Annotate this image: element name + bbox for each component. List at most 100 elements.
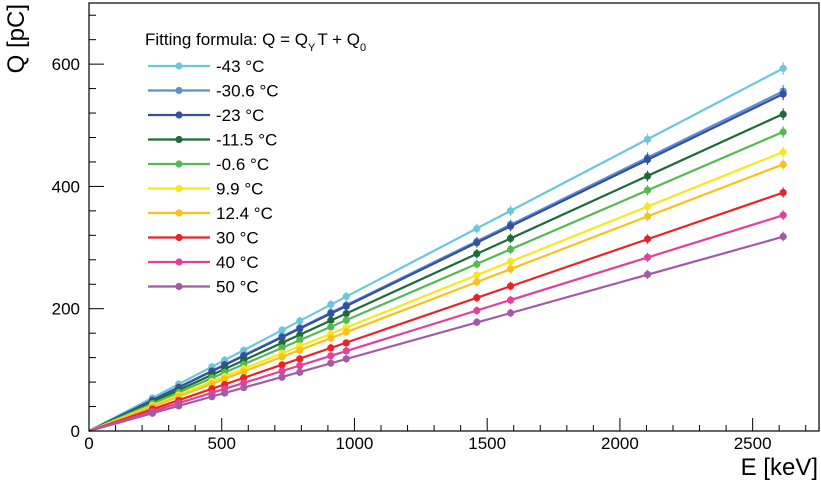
data-point bbox=[296, 336, 304, 344]
data-point bbox=[779, 148, 787, 156]
series bbox=[88, 187, 787, 433]
data-point bbox=[278, 361, 286, 369]
series bbox=[88, 126, 787, 433]
data-point bbox=[342, 339, 350, 347]
data-point bbox=[296, 355, 304, 363]
data-point bbox=[296, 368, 304, 376]
data-point bbox=[506, 234, 515, 242]
fit-line bbox=[88, 191, 784, 433]
data-point bbox=[221, 389, 229, 397]
data-point bbox=[506, 222, 515, 230]
data-point bbox=[779, 110, 787, 118]
data-point bbox=[506, 265, 515, 273]
data-point bbox=[506, 258, 515, 266]
x-tick-label: 500 bbox=[208, 434, 236, 453]
data-point bbox=[473, 294, 481, 302]
legend-label: -30.6 °C bbox=[216, 82, 279, 101]
series bbox=[88, 210, 787, 433]
data-point bbox=[240, 368, 248, 376]
x-tick-label: 2500 bbox=[734, 434, 772, 453]
data-point bbox=[327, 352, 335, 360]
data-point bbox=[643, 135, 652, 143]
data-point bbox=[296, 361, 304, 370]
legend-item: 12.4 °C bbox=[148, 204, 273, 223]
fit-line bbox=[88, 112, 784, 433]
fit-line bbox=[88, 235, 784, 433]
legend-swatch-marker bbox=[175, 111, 183, 119]
plot-frame bbox=[88, 2, 820, 432]
legend-item: 9.9 °C bbox=[148, 180, 263, 199]
data-point bbox=[779, 211, 787, 219]
legend-label: -23 °C bbox=[216, 106, 264, 125]
data-point bbox=[278, 333, 286, 342]
y-tick-label: 400 bbox=[52, 177, 80, 196]
data-point bbox=[278, 373, 286, 381]
fit-line bbox=[88, 163, 784, 433]
data-point bbox=[506, 245, 515, 254]
series bbox=[88, 158, 787, 433]
x-tick-label: 1000 bbox=[336, 434, 374, 453]
data-point bbox=[506, 282, 515, 290]
legend-item: -11.5 °C bbox=[148, 131, 277, 150]
legend-label: 9.9 °C bbox=[216, 180, 263, 199]
legend-item: 30 °C bbox=[148, 229, 259, 248]
data-point bbox=[296, 317, 304, 325]
data-point bbox=[473, 239, 481, 247]
fit-line bbox=[88, 92, 784, 432]
data-point bbox=[327, 316, 335, 324]
legend-label: -11.5 °C bbox=[216, 131, 277, 150]
data-point bbox=[342, 316, 350, 324]
data-point bbox=[327, 359, 335, 367]
data-point bbox=[643, 172, 652, 180]
data-point bbox=[342, 347, 350, 355]
data-point bbox=[342, 310, 350, 318]
legend-swatch-marker bbox=[175, 86, 183, 95]
data-point bbox=[327, 344, 335, 352]
fit-line bbox=[88, 150, 784, 433]
data-point bbox=[327, 323, 335, 331]
data-point bbox=[779, 232, 787, 241]
legend-swatch-marker bbox=[175, 62, 183, 70]
data-point bbox=[643, 235, 652, 243]
data-point bbox=[296, 346, 304, 354]
data-point bbox=[473, 250, 481, 258]
data-point bbox=[643, 270, 652, 279]
legend-swatch-marker bbox=[175, 135, 183, 144]
legend-label: 12.4 °C bbox=[216, 204, 273, 223]
data-point bbox=[342, 302, 350, 310]
series bbox=[88, 108, 787, 433]
x-tick-label: 1500 bbox=[468, 434, 506, 453]
legend-item: 40 °C bbox=[148, 253, 259, 272]
data-point bbox=[278, 353, 286, 361]
data-point bbox=[643, 212, 652, 220]
legend-swatch-marker bbox=[175, 233, 183, 242]
data-point bbox=[342, 355, 350, 363]
data-point bbox=[779, 160, 787, 169]
series bbox=[88, 231, 787, 433]
x-axis-label: E [keV] bbox=[741, 454, 818, 481]
fit-line bbox=[88, 67, 784, 432]
legend-title-main: Fitting formula: Q = Q bbox=[145, 30, 308, 49]
fit-line bbox=[88, 130, 784, 433]
data-point bbox=[327, 334, 335, 342]
data-point bbox=[643, 253, 652, 261]
legend-item: -0.6 °C bbox=[148, 155, 269, 174]
legend-item: -23 °C bbox=[148, 106, 264, 125]
data-point bbox=[278, 344, 286, 352]
legend-swatch-marker bbox=[175, 282, 183, 291]
data-point bbox=[779, 188, 787, 197]
legend-label: -0.6 °C bbox=[216, 155, 269, 174]
data-point bbox=[473, 318, 481, 326]
y-tick-label: 0 bbox=[71, 422, 80, 441]
data-point bbox=[296, 325, 304, 333]
data-point bbox=[148, 409, 157, 417]
data-point bbox=[473, 225, 481, 233]
fit-line bbox=[88, 214, 784, 433]
y-tick-label: 200 bbox=[52, 300, 80, 319]
data-point bbox=[221, 375, 229, 383]
legend-title-sub-0: 0 bbox=[360, 42, 366, 54]
data-point bbox=[643, 203, 652, 211]
data-point bbox=[779, 90, 787, 98]
legend-item: -43 °C bbox=[148, 57, 264, 76]
